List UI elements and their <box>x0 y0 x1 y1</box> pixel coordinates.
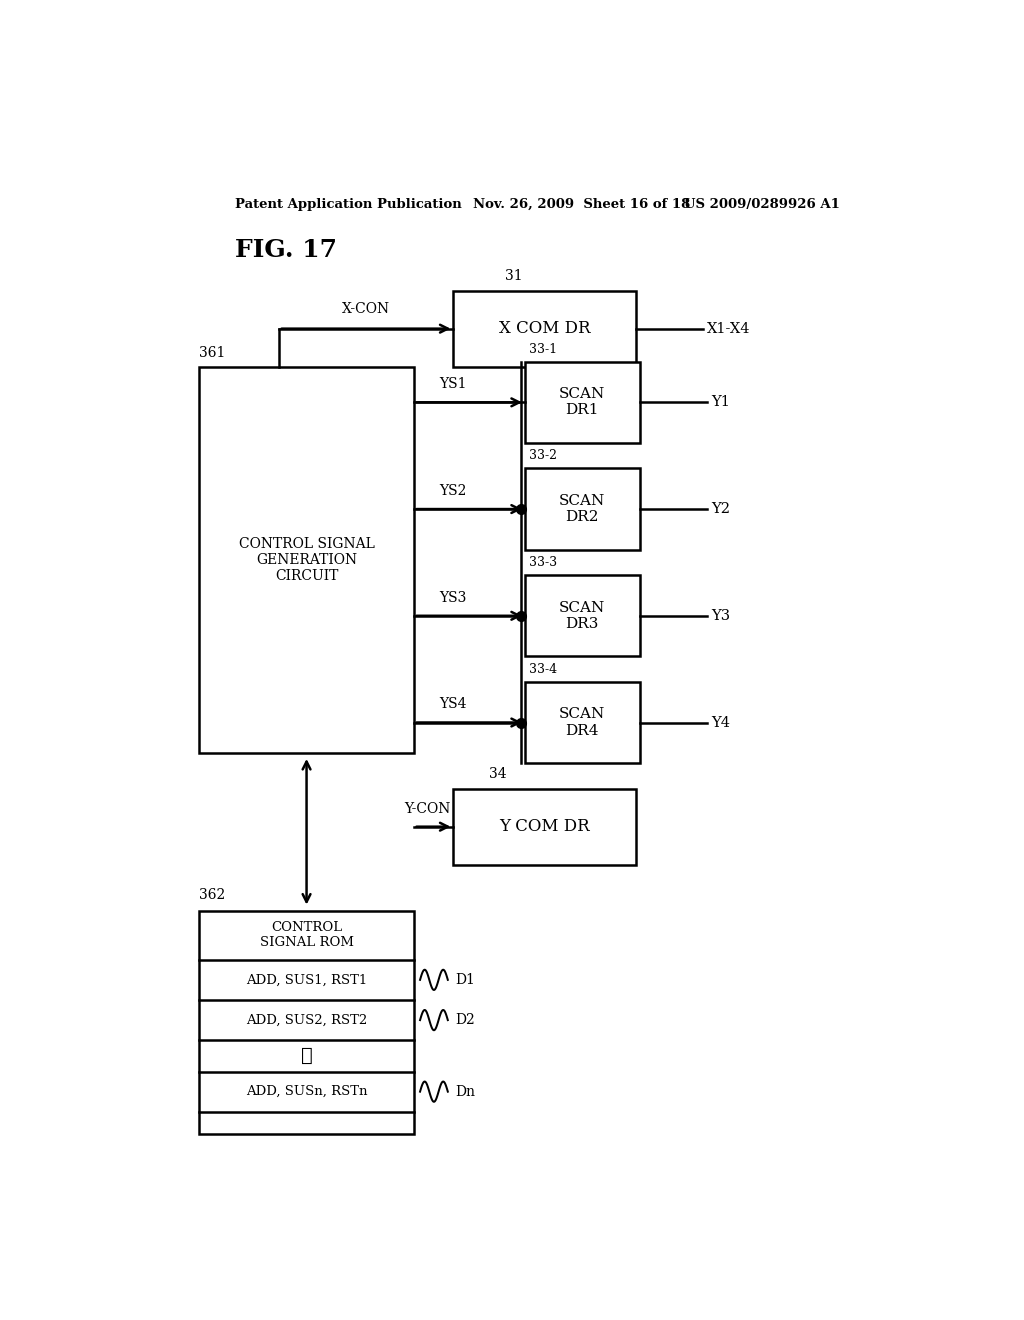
Text: SCAN
DR2: SCAN DR2 <box>559 494 605 524</box>
Text: 34: 34 <box>489 767 507 781</box>
Text: Y1: Y1 <box>712 395 730 409</box>
Text: ADD, SUS1, RST1: ADD, SUS1, RST1 <box>246 973 368 986</box>
Text: Nov. 26, 2009  Sheet 16 of 18: Nov. 26, 2009 Sheet 16 of 18 <box>473 198 690 211</box>
Text: D1: D1 <box>455 973 475 987</box>
Text: ⋮: ⋮ <box>301 1047 312 1065</box>
Text: D2: D2 <box>455 1014 475 1027</box>
Text: 361: 361 <box>200 346 226 359</box>
Bar <box>524 362 640 444</box>
Text: SCAN
DR3: SCAN DR3 <box>559 601 605 631</box>
Text: ADD, SUS2, RST2: ADD, SUS2, RST2 <box>246 1014 368 1027</box>
Text: SCAN
DR4: SCAN DR4 <box>559 708 605 738</box>
Text: CONTROL SIGNAL
GENERATION
CIRCUIT: CONTROL SIGNAL GENERATION CIRCUIT <box>239 537 375 583</box>
Text: US 2009/0289926 A1: US 2009/0289926 A1 <box>684 198 840 211</box>
Bar <box>524 682 640 763</box>
Text: FIG. 17: FIG. 17 <box>236 238 337 261</box>
Text: CONTROL
SIGNAL ROM: CONTROL SIGNAL ROM <box>259 921 353 949</box>
Bar <box>454 788 636 865</box>
Text: Patent Application Publication: Patent Application Publication <box>236 198 462 211</box>
Text: 33-3: 33-3 <box>528 556 557 569</box>
Text: YS2: YS2 <box>439 484 466 498</box>
Text: Y2: Y2 <box>712 502 730 516</box>
Bar <box>200 911 414 1134</box>
Text: 33-2: 33-2 <box>528 449 557 462</box>
Text: X1-X4: X1-X4 <box>708 322 751 335</box>
Text: ADD, SUSn, RSTn: ADD, SUSn, RSTn <box>246 1085 368 1098</box>
Bar <box>454 290 636 367</box>
Text: Y-CON: Y-CON <box>404 801 451 816</box>
Text: YS1: YS1 <box>439 378 466 391</box>
Text: Y COM DR: Y COM DR <box>500 818 590 836</box>
Text: Dn: Dn <box>455 1085 475 1098</box>
Text: 33-4: 33-4 <box>528 663 557 676</box>
Text: SCAN
DR1: SCAN DR1 <box>559 387 605 417</box>
Text: Y3: Y3 <box>712 609 730 623</box>
Text: 33-1: 33-1 <box>528 343 557 355</box>
Text: 31: 31 <box>505 269 522 284</box>
Text: 362: 362 <box>200 888 225 903</box>
Text: X COM DR: X COM DR <box>499 321 591 337</box>
Bar <box>200 367 414 752</box>
Text: YS3: YS3 <box>439 590 466 605</box>
Bar <box>524 576 640 656</box>
Text: X-CON: X-CON <box>342 302 390 317</box>
Text: Y4: Y4 <box>712 715 730 730</box>
Text: YS4: YS4 <box>439 697 466 711</box>
Bar <box>524 469 640 549</box>
